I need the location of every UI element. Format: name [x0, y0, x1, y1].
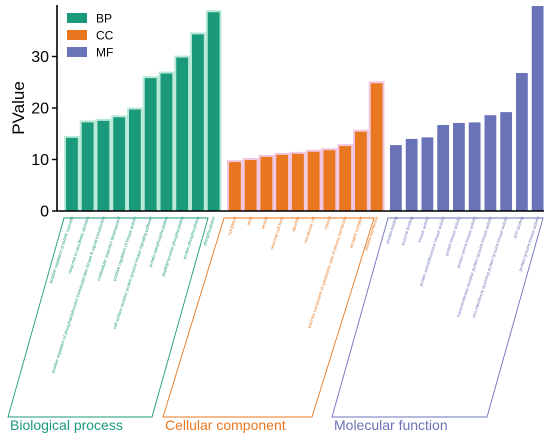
legend: BP CC MF	[67, 12, 114, 60]
y-tick-label: 10	[31, 152, 49, 169]
legend-swatch	[67, 30, 87, 40]
category-label: membrane raft	[303, 215, 317, 244]
bar	[113, 117, 126, 211]
group-box-cc	[162, 217, 375, 418]
axes: PValue 0 10 20 30	[9, 5, 544, 221]
y-tick-label: 30	[31, 49, 49, 66]
category-label: neuronal cell body	[269, 215, 285, 251]
legend-label: BP	[96, 12, 112, 26]
category-label: ATP binding	[512, 215, 524, 239]
bar	[390, 145, 402, 211]
category-label: kinase activity	[417, 215, 430, 243]
legend-swatch	[67, 13, 87, 23]
legend-label: MF	[96, 46, 113, 60]
group-box-bp	[7, 217, 209, 418]
bar	[323, 150, 336, 211]
legend-label: CC	[96, 29, 114, 43]
bar	[276, 154, 289, 211]
bar	[129, 109, 141, 211]
group-labels: Biological process Cellular component Mole…	[7, 217, 544, 433]
category-label: cytoplasm	[227, 215, 238, 235]
bar	[244, 160, 257, 211]
category-label: extrinsic component of cytoplasmic side …	[307, 215, 348, 329]
bar	[355, 131, 367, 211]
bar	[437, 124, 450, 211]
category-label: receptor complex	[348, 215, 363, 249]
y-tick-label: 20	[31, 101, 49, 118]
bar	[339, 146, 352, 211]
bar	[500, 112, 513, 211]
category-label: protein binding	[385, 215, 399, 244]
bar-group-cc: cytoplasm axon vesicle neuronal cell body de…	[227, 81, 385, 329]
bar	[192, 34, 204, 212]
bar	[516, 72, 528, 211]
bar-group-bp: positive regulation of MAPK cascaderespo…	[48, 10, 222, 374]
bar	[207, 12, 220, 211]
bar	[160, 73, 173, 212]
plot-area: positive regulation of MAPK cascaderespo…	[48, 6, 544, 374]
bar	[421, 137, 434, 211]
bar	[484, 115, 497, 211]
y-axis-title: PValue	[9, 81, 28, 135]
category-label: axon	[245, 215, 253, 226]
bar	[307, 151, 320, 211]
bar-group-mf: protein binding enzyme binding kinase acti…	[385, 6, 544, 318]
y-tick-label: 0	[40, 204, 49, 221]
bar	[176, 57, 189, 211]
bar	[260, 156, 273, 211]
category-label: enzyme binding	[400, 215, 414, 246]
bar	[229, 162, 241, 211]
group-box-mf	[331, 217, 544, 418]
group-title-cc: Cellular component	[165, 417, 286, 433]
bar	[144, 78, 157, 211]
bar	[405, 138, 418, 211]
category-label: vesicle	[260, 215, 269, 230]
bar	[453, 122, 465, 211]
category-label: protein kinase activity	[444, 215, 462, 256]
bar	[370, 83, 383, 211]
bar	[66, 137, 78, 211]
bar	[81, 122, 94, 211]
bar	[531, 6, 544, 212]
bar	[468, 122, 481, 211]
bar	[97, 120, 110, 211]
legend-swatch	[67, 47, 87, 57]
category-label: dendrite	[291, 215, 301, 232]
bar	[292, 153, 304, 211]
group-title-bp: Biological process	[10, 417, 123, 433]
category-label: cytosol	[323, 216, 332, 230]
group-title-mf: Molecular function	[334, 417, 448, 433]
